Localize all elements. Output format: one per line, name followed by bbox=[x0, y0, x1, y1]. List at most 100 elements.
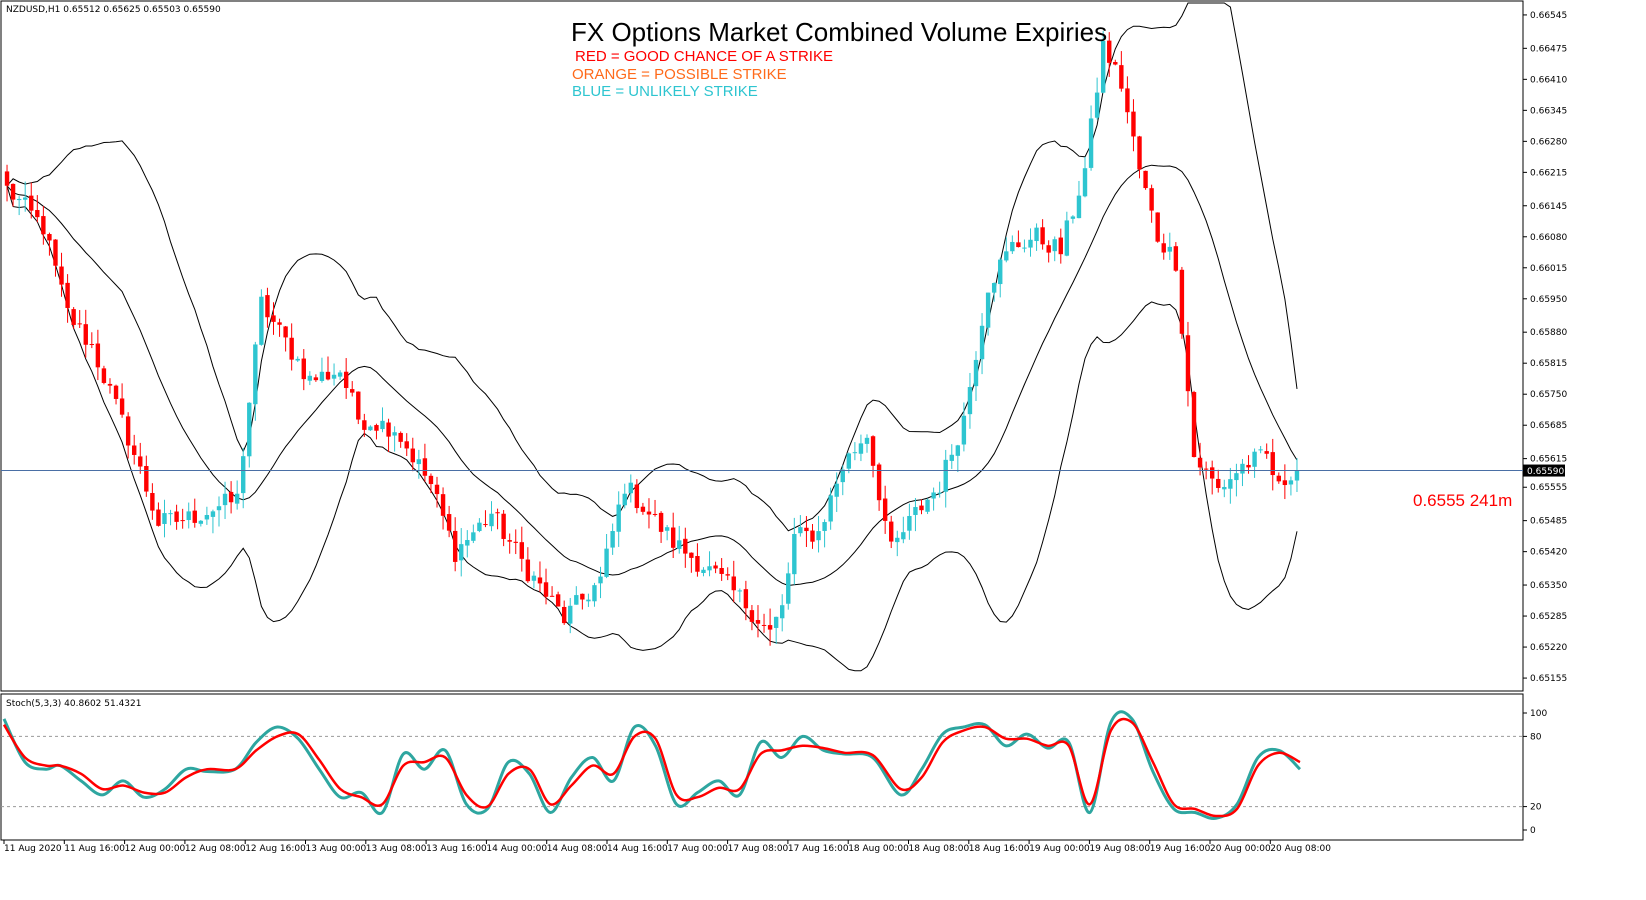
candle-body bbox=[259, 296, 264, 345]
time-tick-label: 19 Aug 16:00 bbox=[1150, 844, 1211, 854]
candle-body bbox=[29, 195, 34, 211]
price-tick-label: 0.66145 bbox=[1530, 202, 1567, 212]
price-tick-label: 0.66475 bbox=[1530, 44, 1567, 54]
candle-body bbox=[77, 323, 82, 325]
candle-body bbox=[277, 322, 282, 325]
candle-body bbox=[749, 610, 755, 622]
candle-body bbox=[767, 625, 773, 630]
candle-body bbox=[840, 469, 845, 483]
candle-body bbox=[489, 513, 494, 527]
candle-body bbox=[119, 398, 125, 415]
candle-body bbox=[1094, 92, 1100, 118]
strike-label: 0.6555 241m bbox=[1413, 491, 1512, 510]
candle-body bbox=[59, 266, 64, 285]
candle-body bbox=[1010, 241, 1015, 252]
candle-body bbox=[719, 568, 724, 574]
legend-orange: ORANGE = POSSIBLE STRIKE bbox=[572, 66, 787, 83]
candle-body bbox=[658, 512, 664, 532]
bollinger-middle bbox=[6, 164, 1298, 587]
candle-body bbox=[350, 389, 355, 393]
time-tick-label: 18 Aug 08:00 bbox=[909, 844, 970, 854]
time-tick-label: 17 Aug 08:00 bbox=[728, 844, 789, 854]
candle-body bbox=[132, 445, 137, 455]
time-tick-label: 18 Aug 00:00 bbox=[848, 844, 909, 854]
time-tick-label: 20 Aug 00:00 bbox=[1210, 844, 1271, 854]
candle-body bbox=[1131, 111, 1136, 137]
price-tick-label: 0.65615 bbox=[1530, 455, 1567, 465]
candle-body bbox=[689, 552, 694, 558]
candle-body bbox=[501, 513, 506, 539]
price-tick-label: 0.65685 bbox=[1530, 421, 1567, 431]
price-tick-label: 0.66080 bbox=[1530, 233, 1567, 243]
stoch-tick-label: 80 bbox=[1530, 732, 1542, 742]
candle-body bbox=[949, 454, 954, 461]
candle-body bbox=[574, 595, 579, 605]
stoch-tick-label: 100 bbox=[1530, 709, 1547, 719]
candle-body bbox=[513, 541, 518, 543]
price-tick-label: 0.66545 bbox=[1530, 11, 1567, 21]
candle-body bbox=[1046, 245, 1051, 253]
price-tick-label: 0.66280 bbox=[1530, 137, 1567, 147]
candle-body bbox=[83, 324, 88, 345]
candle-body bbox=[1107, 40, 1112, 63]
candle-body bbox=[313, 377, 319, 381]
stoch-tick-label: 20 bbox=[1530, 803, 1542, 813]
candle-body bbox=[356, 391, 361, 420]
candle-body bbox=[882, 498, 888, 521]
candle-body bbox=[283, 326, 288, 338]
candle-body bbox=[531, 575, 537, 581]
price-tick-label: 0.65155 bbox=[1530, 674, 1567, 684]
candle-body bbox=[4, 171, 10, 186]
candle-body bbox=[452, 530, 458, 562]
candle-body bbox=[95, 343, 101, 368]
candle-body bbox=[1209, 467, 1215, 479]
candle-body bbox=[1282, 480, 1288, 486]
candle-body bbox=[386, 422, 391, 437]
legend-red: RED = GOOD CHANCE OF A STRIKE bbox=[575, 48, 833, 65]
candle-body bbox=[737, 590, 743, 592]
candle-body bbox=[241, 456, 246, 494]
candle-body bbox=[41, 216, 46, 235]
candle-body bbox=[168, 513, 173, 515]
main-chart-panel bbox=[0, 0, 1524, 692]
candle-body bbox=[707, 566, 712, 571]
candle-body bbox=[610, 531, 615, 548]
price-tick-label: 0.65880 bbox=[1530, 328, 1567, 338]
candle-body bbox=[1143, 170, 1148, 189]
candle-body bbox=[967, 387, 973, 415]
candle-body bbox=[792, 533, 797, 575]
candle-body bbox=[925, 499, 930, 512]
bollinger-upper bbox=[6, 2, 1298, 532]
candle-body bbox=[628, 482, 634, 494]
candle-body bbox=[937, 492, 942, 494]
stochastic-panel bbox=[0, 693, 1524, 841]
candle-body bbox=[646, 511, 652, 515]
candle-body bbox=[931, 492, 936, 499]
candle-body bbox=[1191, 392, 1197, 458]
candle-body bbox=[507, 540, 512, 542]
candle-body bbox=[380, 420, 385, 430]
candle-body bbox=[816, 531, 821, 541]
candle-body bbox=[1155, 212, 1160, 242]
candle-body bbox=[664, 527, 670, 531]
candle-body bbox=[89, 344, 95, 346]
candle-body bbox=[1070, 216, 1076, 219]
candle-body bbox=[786, 573, 791, 604]
candle-body bbox=[991, 283, 997, 293]
candle-body bbox=[961, 415, 967, 445]
candle-body bbox=[1161, 243, 1166, 253]
candle-body bbox=[325, 371, 331, 380]
legend-blue: BLUE = UNLIKELY STRIKE bbox=[572, 83, 758, 100]
candle-body bbox=[586, 599, 591, 602]
candle-body bbox=[362, 420, 367, 430]
candle-body bbox=[1294, 470, 1300, 481]
candle-body bbox=[1270, 452, 1275, 476]
candle-body bbox=[319, 371, 325, 381]
price-tick-label: 0.65950 bbox=[1530, 295, 1567, 305]
candle-body bbox=[701, 569, 706, 574]
candle-body bbox=[1040, 227, 1045, 245]
candle-body bbox=[695, 556, 700, 572]
time-tick-label: 17 Aug 00:00 bbox=[667, 844, 728, 854]
candle-body bbox=[870, 436, 876, 466]
candle-body bbox=[731, 576, 736, 591]
